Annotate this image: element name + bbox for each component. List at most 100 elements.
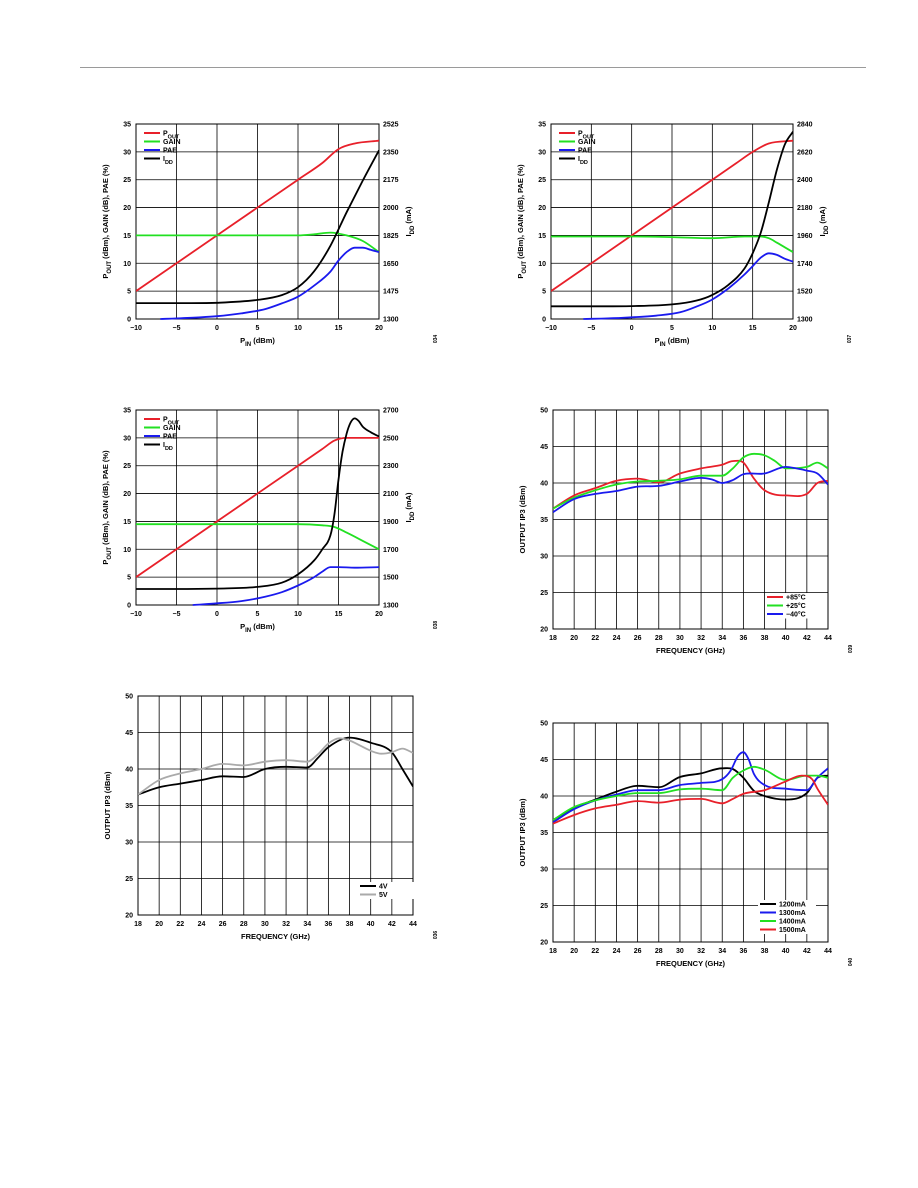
- x-tick-label: 28: [240, 921, 248, 928]
- x-tick-label: 10: [294, 325, 302, 332]
- y-tick-label: 20: [538, 205, 546, 212]
- x-tick-label: 20: [570, 635, 578, 642]
- x-tick-label: 10: [294, 611, 302, 618]
- legend-label: PAE: [163, 148, 177, 155]
- x-tick-label: 24: [613, 948, 621, 955]
- y2-axis-label: IDD (mA): [404, 206, 416, 236]
- legend-label: POUT: [163, 131, 180, 141]
- legend-bg: [758, 900, 816, 909]
- x-axis-label: PIN (dBm): [240, 622, 275, 634]
- x-tick-label: 44: [824, 948, 832, 955]
- y2-tick-label: 2840: [797, 122, 813, 129]
- x-axis-label: FREQUENCY (GHz): [656, 646, 726, 655]
- y2-tick-label: 2000: [383, 205, 399, 212]
- y2-tick-label: 1960: [797, 233, 813, 240]
- y-tick-label: 25: [123, 177, 131, 184]
- figure-number: 040: [848, 958, 854, 967]
- series-line-idd: [136, 417, 379, 590]
- y-tick-label: 35: [125, 803, 133, 810]
- legend: +85°C+25°C−40°C: [765, 593, 823, 619]
- y-tick-label: 45: [540, 757, 548, 764]
- y-tick-label: 50: [540, 721, 548, 728]
- x-axis-label: FREQUENCY (GHz): [656, 959, 726, 968]
- y-tick-label: 15: [123, 233, 131, 240]
- x-tick-label: 22: [591, 635, 599, 642]
- y-tick-label: 25: [123, 463, 131, 470]
- x-tick-label: 20: [789, 325, 797, 332]
- x-tick-label: 40: [782, 635, 790, 642]
- x-tick-label: 20: [375, 325, 383, 332]
- legend-label: IDD: [578, 156, 588, 166]
- series-line-85c: [553, 459, 828, 510]
- y2-tick-label: 1700: [383, 547, 399, 554]
- y-tick-label: 25: [125, 876, 133, 883]
- x-tick-label: 0: [630, 325, 634, 332]
- legend-label: PAE: [163, 434, 177, 441]
- y-axis-label: POUT (dBm), GAIN (dB), PAE (%): [101, 164, 113, 279]
- series-line-gain: [136, 231, 379, 253]
- x-tick-label: 24: [198, 921, 206, 928]
- x-tick-label: 26: [219, 921, 227, 928]
- series-line-gain: [551, 235, 793, 253]
- x-tick-label: 20: [570, 948, 578, 955]
- plot-frame: [137, 695, 414, 916]
- plot-frame: [552, 722, 829, 943]
- y2-tick-label: 2300: [383, 463, 399, 470]
- x-tick-label: −5: [173, 611, 181, 618]
- y-tick-label: 5: [127, 575, 131, 582]
- x-tick-label: 15: [335, 325, 343, 332]
- y-tick-label: 20: [123, 205, 131, 212]
- y2-tick-label: 1900: [383, 519, 399, 526]
- y-tick-label: 15: [538, 233, 546, 240]
- x-tick-label: 18: [549, 948, 557, 955]
- legend-label: −40°C: [786, 611, 806, 619]
- legend-bg: [765, 610, 823, 619]
- y2-tick-label: 1825: [383, 233, 399, 240]
- x-tick-label: 34: [718, 948, 726, 955]
- y-tick-label: 20: [125, 913, 133, 920]
- x-tick-label: 15: [749, 325, 757, 332]
- plot-frame: [552, 409, 829, 630]
- x-tick-label: 5: [256, 611, 260, 618]
- y2-tick-label: 2175: [383, 177, 399, 184]
- y-tick-label: 20: [540, 627, 548, 634]
- y-tick-label: 5: [127, 289, 131, 296]
- legend-label: IDD: [163, 156, 173, 166]
- x-tick-label: 22: [591, 948, 599, 955]
- y-tick-label: 30: [123, 435, 131, 442]
- y2-tick-label: 1300: [797, 317, 813, 324]
- x-tick-label: 44: [409, 921, 417, 928]
- y2-tick-label: 2500: [383, 435, 399, 442]
- y-tick-label: 35: [123, 122, 131, 129]
- y-tick-label: 45: [125, 730, 133, 737]
- y2-tick-label: 2620: [797, 149, 813, 156]
- x-tick-label: 15: [335, 611, 343, 618]
- figure-number: 037: [847, 335, 853, 344]
- y-tick-label: 50: [125, 694, 133, 701]
- x-tick-label: 28: [655, 635, 663, 642]
- y2-tick-label: 1520: [797, 289, 813, 296]
- x-tick-label: 26: [634, 948, 642, 955]
- y-tick-label: 10: [123, 261, 131, 268]
- y-tick-label: 0: [127, 317, 131, 324]
- series-line-4v: [138, 736, 413, 796]
- x-tick-label: 38: [761, 635, 769, 642]
- x-tick-label: 30: [676, 635, 684, 642]
- x-tick-label: 28: [655, 948, 663, 955]
- series-line-1300ma: [553, 751, 828, 824]
- figure-number: 036: [433, 931, 439, 940]
- x-tick-label: 20: [155, 921, 163, 928]
- y-tick-label: 30: [540, 554, 548, 561]
- y-tick-label: 50: [540, 408, 548, 415]
- legend-bg: [758, 925, 816, 934]
- y2-tick-label: 2400: [797, 177, 813, 184]
- series-line-pout: [136, 139, 379, 292]
- y-tick-label: 30: [125, 840, 133, 847]
- y-axis-label: POUT (dBm), GAIN (dB), PAE (%): [516, 164, 528, 279]
- x-tick-label: 0: [215, 325, 219, 332]
- y2-tick-label: 2350: [383, 149, 399, 156]
